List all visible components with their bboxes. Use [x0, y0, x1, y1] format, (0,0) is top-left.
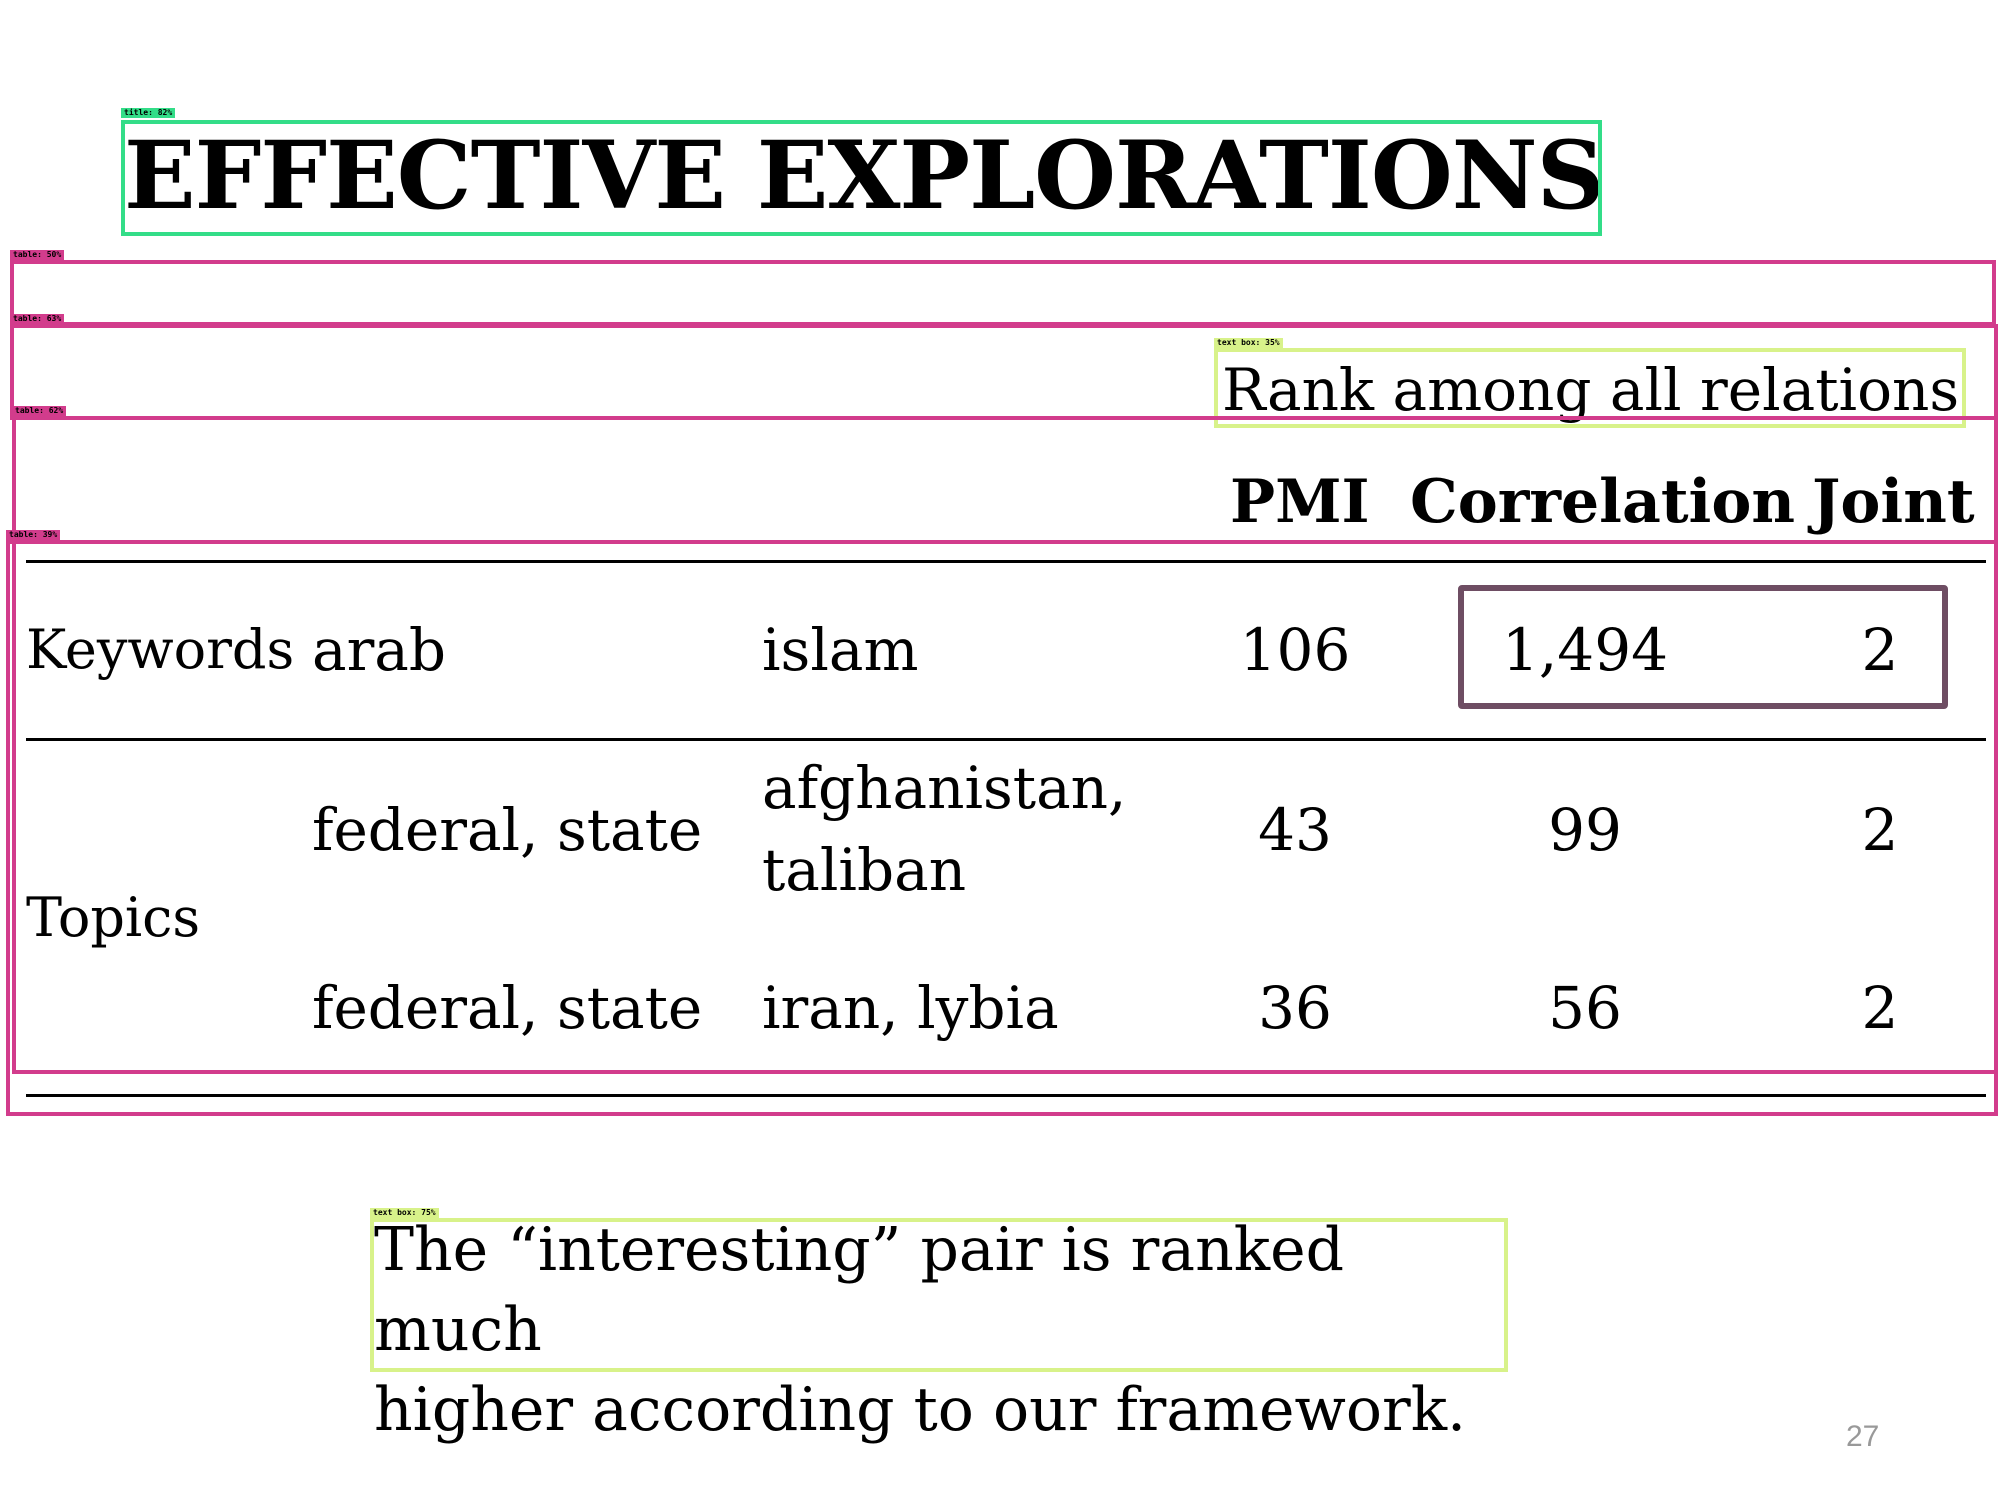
slide-title: EFFECTIVE EXPLORATIONS [124, 121, 1605, 231]
caption-line-1: The “interesting” pair is ranked much [374, 1215, 1344, 1365]
header-joint: Joint [1812, 467, 1975, 537]
detection-label-textbox-2: text box: 75% [370, 1208, 439, 1218]
row2-right-line1: afghanistan, [762, 754, 1127, 822]
row2-right-line2: taliban [762, 836, 967, 904]
row2-correlation: 99 [1548, 796, 1622, 864]
detection-label-table-3: table: 62% [12, 406, 67, 416]
row1-left: arab [312, 616, 447, 684]
row3-pmi: 36 [1258, 974, 1332, 1042]
detection-box-table-4 [6, 540, 1998, 1116]
detection-label-textbox-1: text box: 35% [1214, 338, 1283, 348]
detection-box-title [121, 120, 1602, 236]
row2-pmi: 43 [1258, 796, 1332, 864]
detection-box-table-1 [10, 260, 1996, 326]
row1-pmi: 106 [1239, 616, 1351, 684]
detection-box-textbox-1 [1214, 348, 1966, 428]
row3-left: federal, state [312, 974, 703, 1042]
row3-right: iran, lybia [762, 974, 1059, 1042]
caption-line-2: higher according to our framework. [374, 1375, 1467, 1445]
page-number: 27 [1846, 1420, 1880, 1453]
row-group-keywords: Keywords [26, 618, 295, 681]
row1-right: islam [762, 616, 919, 684]
table-rule-bottom-1 [26, 1094, 1986, 1097]
row3-correlation: 56 [1548, 974, 1622, 1042]
row3-joint: 2 [1861, 974, 1899, 1042]
row1-correlation: 1,494 [1501, 616, 1669, 684]
highlight-box [1458, 585, 1948, 709]
detection-label-title: title: 82% [121, 108, 176, 118]
header-pmi: PMI [1230, 467, 1370, 537]
row2-left: federal, state [312, 796, 703, 864]
row1-joint: 2 [1861, 616, 1899, 684]
detection-label-table-1: table: 50% [10, 250, 65, 260]
header-correlation: Correlation [1410, 467, 1795, 537]
table-rule-mid [26, 738, 1986, 741]
table-rule-top [26, 560, 1986, 563]
detection-box-textbox-2 [370, 1218, 1508, 1372]
row-group-topics: Topics [26, 886, 201, 949]
detection-label-table-4: table: 39% [6, 530, 61, 540]
caption-text: The “interesting” pair is ranked much hi… [374, 1210, 1504, 1450]
row2-joint: 2 [1861, 796, 1899, 864]
rank-group-header: Rank among all relations [1222, 356, 1960, 424]
detection-label-table-2: table: 63% [10, 314, 65, 324]
